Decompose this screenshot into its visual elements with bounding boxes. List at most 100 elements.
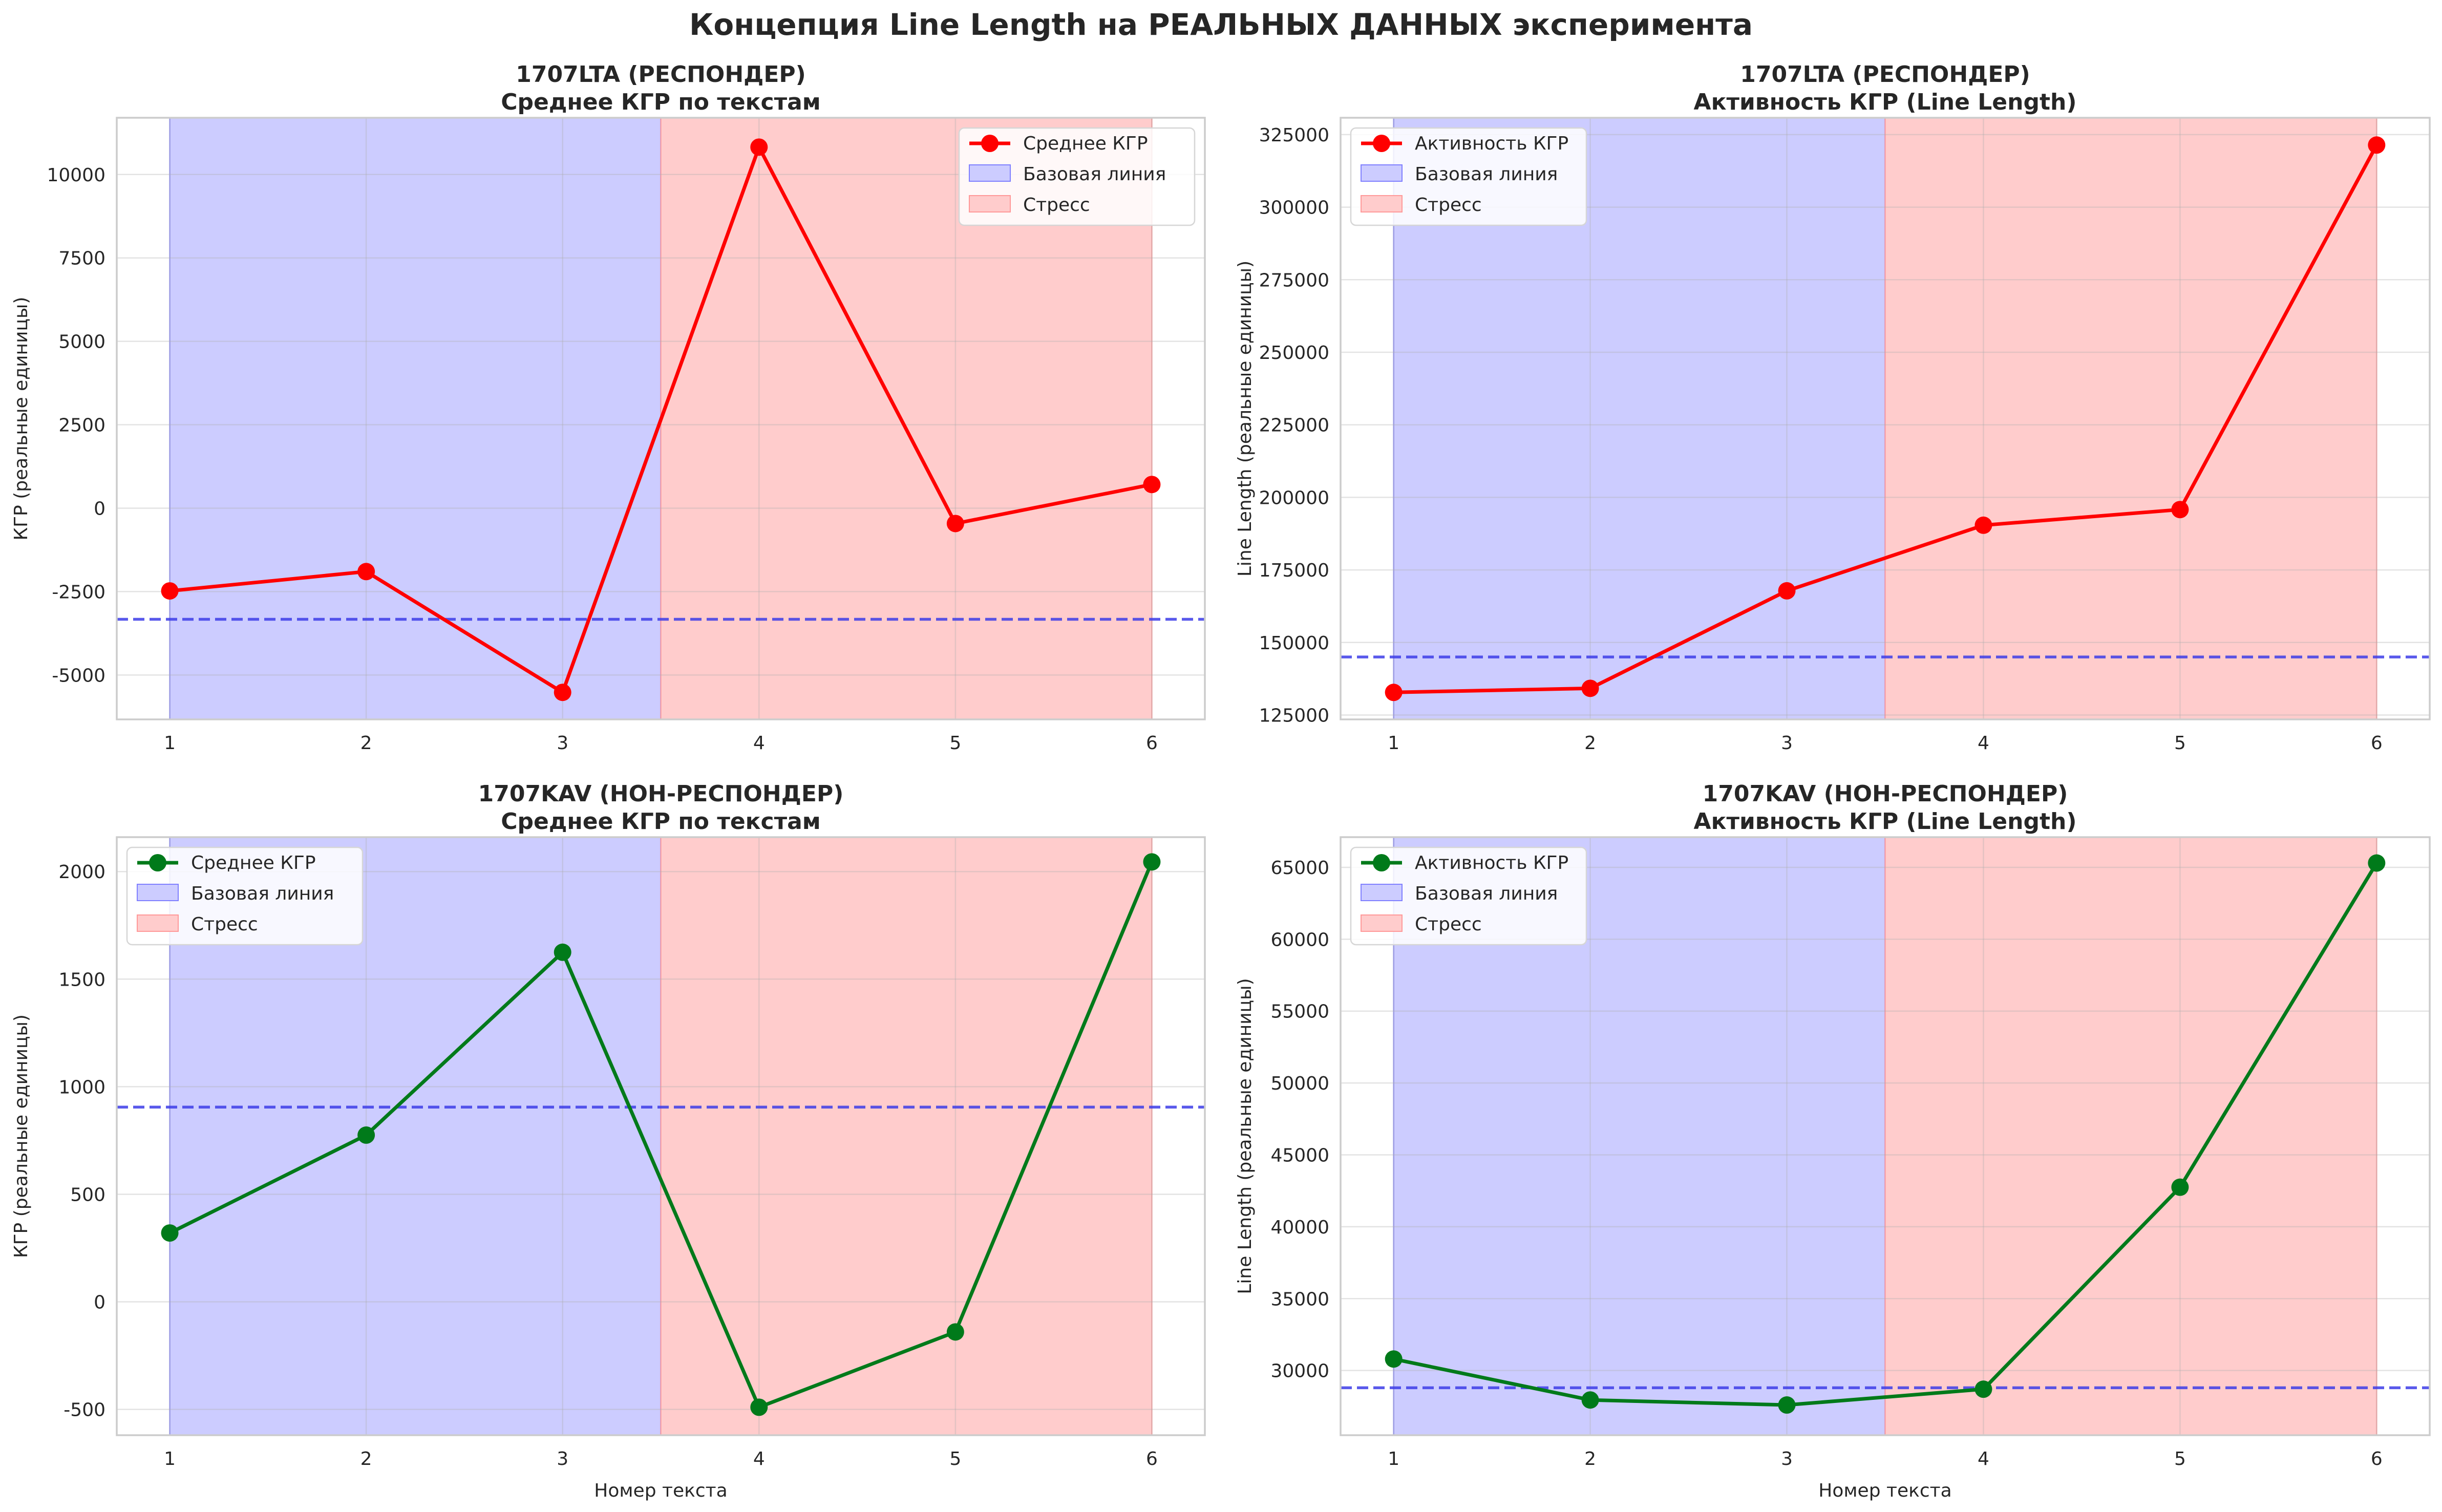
y-axis-label: КГР (реальные единицы) — [11, 1014, 32, 1258]
y-tick-label: 50000 — [1270, 1073, 1329, 1094]
panel-title: 1707LTA (РЕСПОНДЕР) — [1740, 61, 2030, 88]
legend-series-marker — [1373, 135, 1390, 152]
y-tick-label: 55000 — [1270, 1002, 1329, 1023]
y-tick-label: 175000 — [1259, 560, 1329, 581]
axes-frame — [116, 117, 1206, 720]
legend: Среднее КГР Базовая линия Стресс — [958, 127, 1196, 226]
x-tick-label: 5 — [949, 733, 961, 754]
legend-label: Среднее КГР — [191, 853, 316, 874]
y-tick-label: 35000 — [1270, 1289, 1329, 1310]
chart-panel-1707lta-line-length: 125000 150000 175000 200000 225000 250000 2750… — [1235, 61, 2431, 754]
data-point — [946, 1323, 964, 1341]
y-tick-label: -2500 — [52, 582, 105, 603]
x-tick-label: 6 — [1146, 1449, 1158, 1470]
figure-title: Концепция Line Length на РЕАЛЬНЫХ ДАННЫХ… — [689, 7, 1753, 42]
panel-subtitle: Активность КГР (Line Length) — [1694, 89, 2077, 115]
axes-frame — [116, 836, 1206, 1436]
y-tick-label: 150000 — [1259, 633, 1329, 654]
legend-label: Базовая линия — [191, 883, 334, 904]
legend-series-marker — [1373, 854, 1390, 871]
data-point — [1143, 476, 1161, 494]
x-tick-label: 2 — [1584, 733, 1596, 754]
data-point — [1581, 679, 1599, 697]
data-point — [554, 943, 571, 961]
y-tick-label: 45000 — [1270, 1145, 1329, 1166]
legend-baseline-swatch — [1361, 164, 1403, 182]
legend-stress-swatch — [969, 195, 1011, 212]
legend-box — [958, 127, 1196, 226]
legend-label: Активность КГР — [1415, 853, 1568, 874]
data-point — [161, 582, 179, 600]
axes-frame — [1340, 117, 2431, 720]
x-tick-label: 3 — [1781, 1449, 1793, 1470]
data-point — [357, 563, 375, 581]
data-point — [1778, 1396, 1796, 1414]
x-tick-label: 2 — [1584, 1449, 1596, 1470]
data-point — [554, 684, 571, 701]
data-point — [1581, 1391, 1599, 1409]
legend-box — [126, 846, 364, 946]
legend: Среднее КГР Базовая линия Стресс — [126, 846, 364, 946]
y-tick-label: 65000 — [1270, 858, 1329, 879]
y-tick-label: 2500 — [58, 415, 105, 436]
chart-panel-1707kav-mean: -500 0 500 1000 1500 2000 1 2 3 4 5 6 1707KAV (НОН-Р… — [11, 781, 1206, 1501]
x-tick-label: 1 — [1388, 1449, 1399, 1470]
panel-subtitle: Среднее КГР по текстам — [501, 89, 821, 115]
series-line — [169, 861, 1154, 1409]
y-tick-label: 300000 — [1259, 198, 1329, 219]
legend-baseline-swatch — [137, 884, 179, 901]
chart-panel-1707lta-mean: -5000 -2500 0 2500 5000 7500 10000 1 2 3 4 5 6 1707LT… — [11, 61, 1206, 754]
data-point — [750, 138, 768, 156]
x-tick-label: 2 — [360, 1449, 372, 1470]
y-tick-label: 0 — [94, 1292, 105, 1313]
x-tick-label: 6 — [2371, 1449, 2383, 1470]
y-tick-label: 10000 — [47, 165, 105, 186]
y-tick-label: 250000 — [1259, 343, 1329, 364]
series-line — [1393, 862, 2379, 1407]
data-point — [750, 1398, 768, 1416]
y-tick-label: 225000 — [1259, 415, 1329, 436]
legend-label: Стресс — [191, 914, 258, 935]
legend-series-marker — [981, 135, 999, 152]
x-tick-label: 4 — [753, 733, 765, 754]
x-tick-label: 4 — [1978, 1449, 1989, 1470]
data-point — [1974, 516, 1992, 534]
data-point — [357, 1126, 375, 1144]
legend-box — [1350, 846, 1587, 946]
data-point — [2368, 136, 2386, 154]
data-point — [1778, 582, 1796, 600]
data-point — [1385, 684, 1403, 701]
y-tick-label: 1000 — [58, 1077, 105, 1098]
panel-title: 1707LTA (РЕСПОНДЕР) — [516, 61, 806, 88]
legend-label: Среднее КГР — [1023, 133, 1148, 154]
x-tick-label: 2 — [360, 733, 372, 754]
y-axis-label: Line Length (реальные единицы) — [1235, 261, 1256, 577]
x-tick-label: 5 — [2174, 733, 2186, 754]
x-tick-label: 1 — [164, 1449, 176, 1470]
y-axis-label: КГР (реальные единицы) — [11, 297, 32, 541]
data-point — [2171, 1178, 2189, 1196]
legend-label: Стресс — [1023, 195, 1090, 216]
legend: Активность КГР Базовая линия Стресс — [1350, 846, 1587, 946]
x-tick-label: 5 — [949, 1449, 961, 1470]
series-line — [169, 145, 1153, 694]
legend-stress-swatch — [137, 914, 179, 932]
stress-span — [661, 837, 1152, 1435]
y-tick-label: 7500 — [58, 248, 105, 269]
y-tick-label: 60000 — [1270, 929, 1329, 950]
data-point — [946, 515, 964, 533]
y-tick-label: 30000 — [1270, 1361, 1329, 1382]
panel-title: 1707KAV (НОН-РЕСПОНДЕР) — [1703, 781, 2068, 807]
y-axis-label: Line Length (реальные единицы) — [1235, 978, 1256, 1294]
legend-label: Стресс — [1415, 914, 1482, 935]
x-tick-label: 4 — [753, 1449, 765, 1470]
data-point — [2368, 854, 2386, 872]
chart-panel-1707kav-line-length: 30000 35000 40000 45000 50000 55000 60000 65000… — [1235, 781, 2431, 1501]
data-point — [1143, 853, 1161, 871]
axes-frame — [1340, 836, 2431, 1436]
legend-stress-swatch — [1361, 914, 1403, 932]
y-tick-label: -5000 — [52, 665, 105, 686]
x-tick-label: 1 — [1388, 733, 1399, 754]
legend: Активность КГР Базовая линия Стресс — [1350, 127, 1587, 226]
